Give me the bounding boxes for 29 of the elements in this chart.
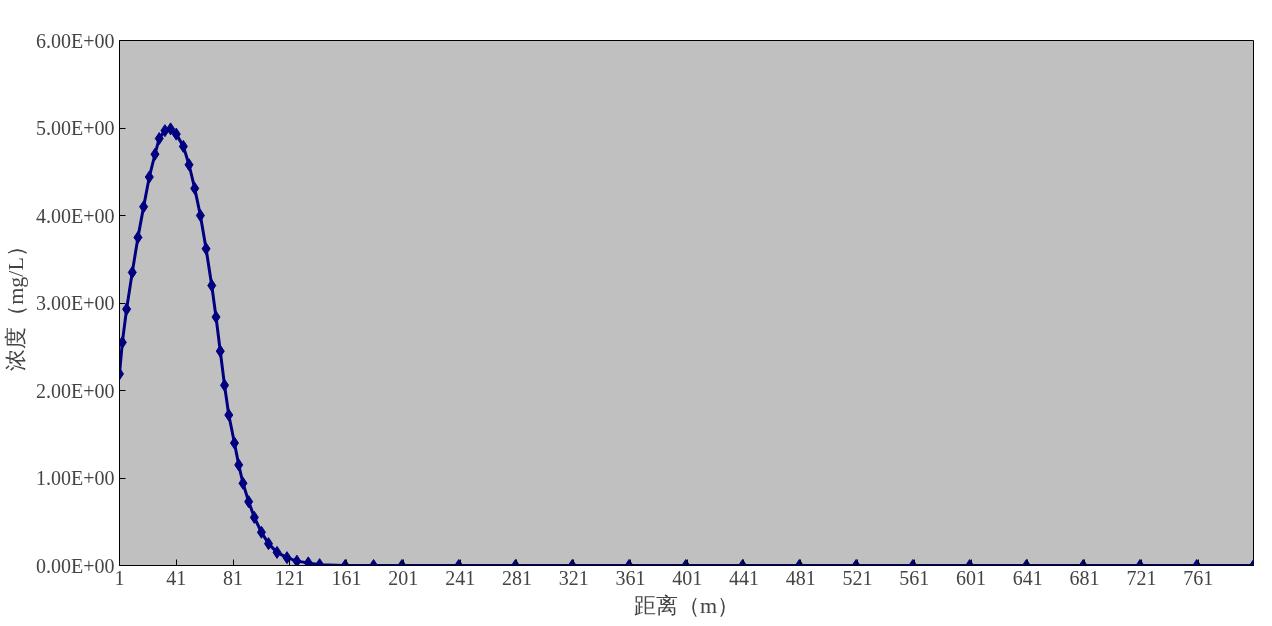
x-tick-label: 1 bbox=[114, 566, 125, 589]
x-tick-label: 601 bbox=[956, 566, 987, 589]
y-tick-label: 0.00E+00 bbox=[36, 554, 115, 577]
x-tick-label: 41 bbox=[166, 566, 187, 589]
x-tick-label: 81 bbox=[223, 566, 244, 589]
x-tick-label: 241 bbox=[445, 566, 476, 589]
x-tick-label: 201 bbox=[388, 566, 419, 589]
x-tick-label: 161 bbox=[331, 566, 362, 589]
y-tick-label: 4.00E+00 bbox=[36, 204, 115, 227]
y-tick-label: 5.00E+00 bbox=[36, 117, 115, 139]
y-tick-label: 1.00E+00 bbox=[36, 467, 115, 489]
x-tick-label: 521 bbox=[842, 566, 873, 589]
x-tick-label: 361 bbox=[615, 566, 646, 589]
y-tick-label: 6.00E+00 bbox=[36, 29, 115, 52]
x-tick-label: 401 bbox=[672, 566, 703, 589]
x-tick-label: 441 bbox=[728, 566, 759, 589]
x-tick-label: 761 bbox=[1183, 566, 1214, 589]
y-axis-title: 浓度（mg/L） bbox=[3, 235, 28, 371]
x-tick-label: 561 bbox=[899, 566, 930, 589]
x-tick-label: 681 bbox=[1069, 566, 1100, 589]
x-tick-label: 721 bbox=[1126, 566, 1157, 589]
y-tick-label: 2.00E+00 bbox=[36, 379, 115, 402]
x-tick-label: 321 bbox=[558, 566, 589, 589]
x-axis-title: 距离（m） bbox=[633, 592, 740, 618]
x-tick-label: 121 bbox=[274, 566, 305, 589]
x-tick-label: 281 bbox=[501, 566, 532, 589]
y-tick-label: 3.00E+00 bbox=[36, 292, 115, 314]
x-tick-label: 481 bbox=[785, 566, 816, 589]
x-tick-label: 641 bbox=[1012, 566, 1043, 589]
